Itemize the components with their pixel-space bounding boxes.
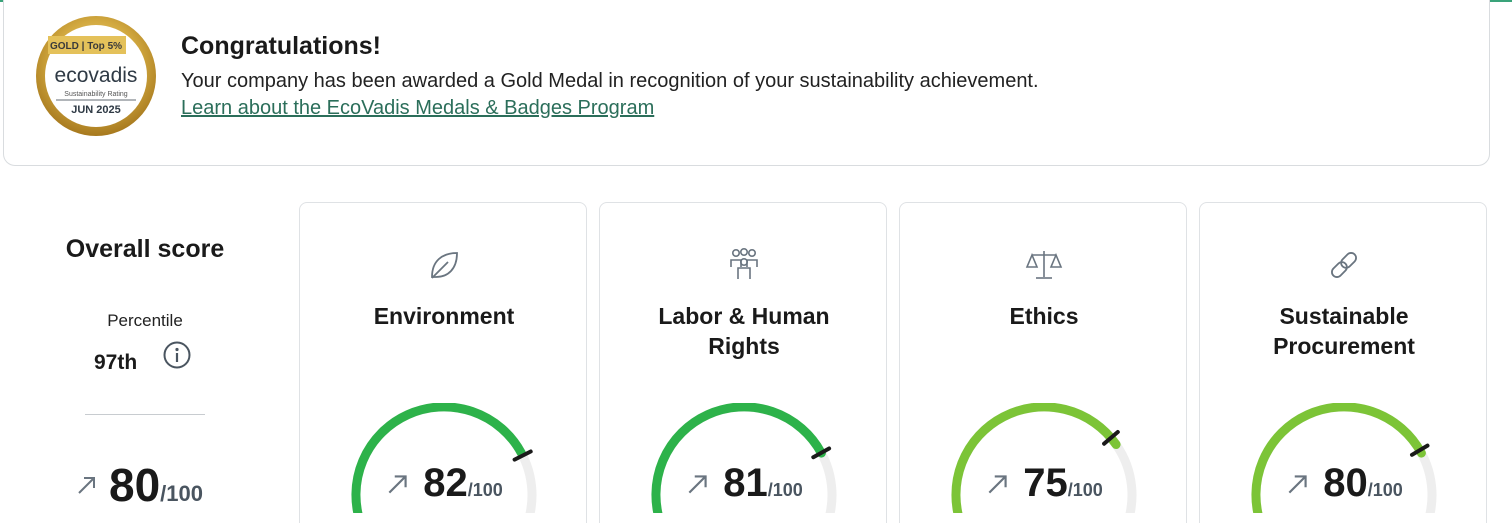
overall-score-number: 80 [109, 459, 161, 511]
theme-title-line: Ethics [1009, 303, 1079, 329]
percentile-label: Percentile [107, 311, 183, 330]
divider [85, 414, 205, 415]
arrow-up-right-icon [388, 474, 407, 493]
arrow-up-right-icon [1288, 474, 1307, 493]
gauge-marker [1102, 430, 1120, 446]
theme-title: Labor & Human Rights [610, 301, 878, 361]
gauge-fill [351, 403, 526, 513]
score-gauge [1251, 403, 1437, 513]
gauge-marker [1410, 443, 1430, 457]
theme-score-max: /100 [1367, 480, 1403, 500]
theme-card-ethics[interactable]: Ethics 75 /100 [899, 202, 1187, 523]
score-gauge [951, 403, 1137, 513]
chain-link-icon [1331, 252, 1357, 278]
theme-score-number: 80 [1323, 461, 1368, 505]
theme-score: 82 /100 [300, 461, 588, 506]
arrow-up-right-icon [688, 474, 707, 493]
theme-title-line: Labor & Human [658, 303, 830, 329]
theme-score-number: 81 [723, 461, 768, 505]
arrow-up-right-icon [78, 477, 95, 494]
medals-program-link[interactable]: Learn about the EcoVadis Medals & Badges… [181, 97, 655, 119]
gauge-fill [1251, 403, 1426, 513]
banner-title: Congratulations! [181, 32, 381, 60]
medal-date-text: JUN 2025 [71, 104, 121, 116]
banner-message: Your company has been awarded a Gold Med… [181, 70, 1039, 92]
medal-banner: GOLD | Top 5% ecovadis Sustainability Ra… [3, 0, 1490, 166]
theme-score: 75 /100 [900, 461, 1188, 506]
theme-card-environment[interactable]: Environment 82 /100 [299, 202, 587, 523]
score-gauge [651, 403, 837, 513]
theme-score-number: 75 [1023, 461, 1068, 505]
theme-score-number: 82 [423, 461, 468, 505]
theme-score-max: /100 [1067, 480, 1103, 500]
medal-brand-text: ecovadis [55, 64, 138, 87]
info-icon[interactable] [162, 340, 192, 370]
overall-score-title: Overall score [65, 235, 225, 263]
theme-score-max: /100 [467, 480, 503, 500]
theme-title-line: Sustainable [1279, 303, 1409, 329]
theme-score: 80 /100 [1200, 461, 1488, 506]
gauge-marker [512, 449, 533, 462]
arrow-up-right-icon [988, 474, 1007, 493]
scales-icon [1025, 251, 1063, 279]
gauge-marker [811, 446, 832, 460]
theme-title: Ethics [910, 301, 1178, 331]
theme-score-max: /100 [767, 480, 803, 500]
gauge-fill [651, 403, 826, 513]
people-group-icon [730, 247, 758, 279]
overall-score-value: 80 /100 [75, 458, 203, 512]
percentile-value: 97th [94, 351, 138, 374]
medal-subtitle-text: Sustainability Rating [64, 91, 128, 98]
gold-medal-badge-icon: GOLD | Top 5% ecovadis Sustainability Ra… [36, 16, 156, 136]
theme-score: 81 /100 [600, 461, 888, 506]
theme-title: Sustainable Procurement [1210, 301, 1478, 361]
theme-title-line: Environment [373, 303, 515, 329]
theme-title: Environment [310, 301, 578, 331]
theme-title-line: Rights [708, 333, 780, 359]
leaf-icon [431, 252, 458, 279]
score-gauge [351, 403, 537, 513]
theme-title-line: Procurement [1273, 333, 1415, 359]
medal-ribbon-text: GOLD | Top 5% [50, 41, 122, 52]
overall-score-max: /100 [160, 481, 203, 506]
theme-card-procurement[interactable]: Sustainable Procurement 80 /100 [1199, 202, 1487, 523]
theme-card-labor[interactable]: Labor & Human Rights 81 /100 [599, 202, 887, 523]
overall-score-panel: Overall score Percentile 97th 80 /100 [40, 200, 250, 523]
gauge-fill [951, 403, 1121, 513]
